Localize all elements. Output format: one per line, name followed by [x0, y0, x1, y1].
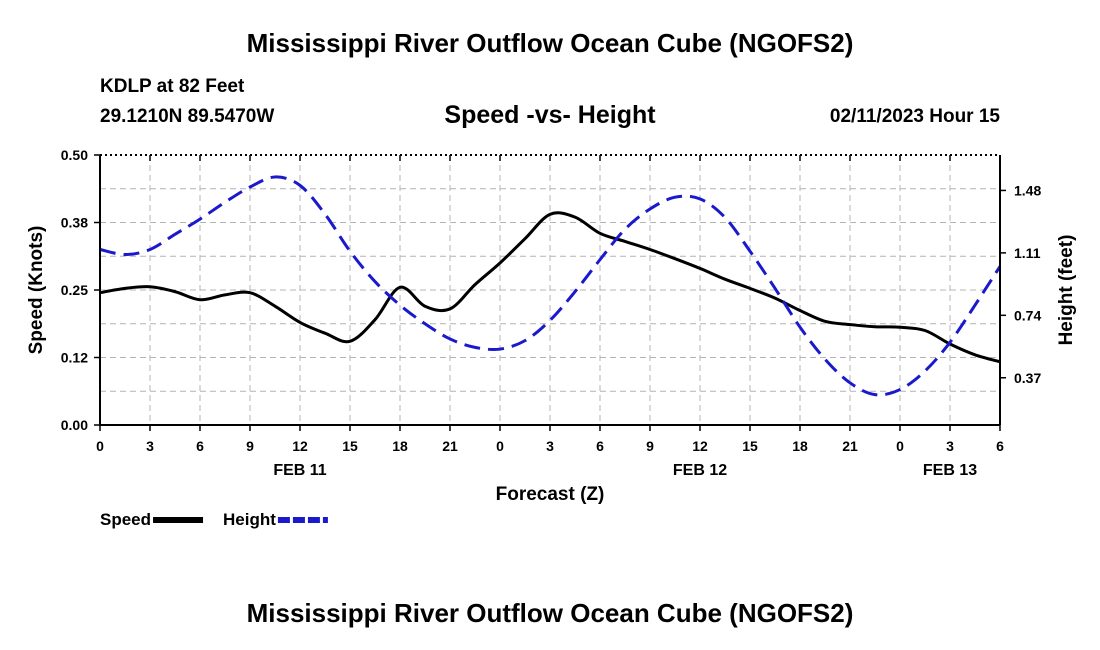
x-tick-label: 3 [146, 438, 154, 454]
chart-subtitle: Speed -vs- Height [444, 101, 656, 129]
y2-tick-label: 0.74 [1014, 307, 1041, 323]
x-tick-label: 18 [392, 438, 408, 454]
y2-axis-title: Height (feet) [1056, 235, 1077, 346]
x-tick-label: 6 [196, 438, 204, 454]
legend-label-height: Height [223, 510, 276, 529]
y-tick-label: 0.50 [61, 147, 88, 163]
x-tick-label: 0 [496, 438, 504, 454]
x-tick-label: 15 [342, 438, 358, 454]
legend: Speed Height [100, 510, 328, 529]
y2-tick-label: 0.37 [1014, 370, 1041, 386]
y-tick-label: 0.12 [61, 350, 88, 366]
y2-tick-label: 1.48 [1014, 182, 1041, 198]
x-tick-label: 21 [442, 438, 458, 454]
y-tick-label: 0.25 [61, 282, 88, 298]
x-tick-label: 9 [646, 438, 654, 454]
y-axis-title: Speed (Knots) [26, 226, 47, 355]
x-tick-label: 12 [692, 438, 708, 454]
x-date-label: FEB 11 [273, 462, 326, 479]
y-tick-label: 0.00 [61, 417, 88, 433]
x-tick-label: 0 [896, 438, 904, 454]
legend-label-speed: Speed [100, 510, 151, 529]
x-tick-label: 6 [996, 438, 1004, 454]
x-date-label: FEB 12 [673, 462, 727, 479]
x-tick-label: 3 [946, 438, 954, 454]
axes: 0 3 6 9 12 15 18 21 0 3 6 9 12 15 18 21 0 3 6 FEB 11 FEB 12 F… [26, 147, 1077, 505]
station-coordinates: 29.1210N 89.5470W [100, 106, 275, 127]
chart-title: Mississippi River Outflow Ocean Cube (NG… [246, 28, 854, 58]
y2-tick-label: 1.11 [1014, 245, 1041, 261]
x-tick-label: 18 [792, 438, 808, 454]
station-label: KDLP at 82 Feet [100, 76, 245, 97]
x-date-label: FEB 13 [923, 462, 977, 479]
grid [100, 155, 1000, 425]
x-tick-label: 9 [246, 438, 254, 454]
x-axis-title: Forecast (Z) [496, 484, 605, 505]
x-tick-label: 0 [96, 438, 104, 454]
footer-title: Mississippi River Outflow Ocean Cube (NG… [246, 598, 854, 628]
y-tick-label: 0.38 [61, 215, 88, 231]
forecast-datetime: 02/11/2023 Hour 15 [829, 106, 1000, 127]
x-tick-label: 6 [596, 438, 604, 454]
x-tick-label: 15 [742, 438, 758, 454]
series-group [99, 175, 1002, 397]
x-tick-label: 21 [842, 438, 858, 454]
series-line-speed [99, 211, 1001, 364]
series-line-height [99, 175, 1002, 397]
x-tick-label: 3 [546, 438, 554, 454]
x-tick-label: 12 [292, 438, 308, 454]
